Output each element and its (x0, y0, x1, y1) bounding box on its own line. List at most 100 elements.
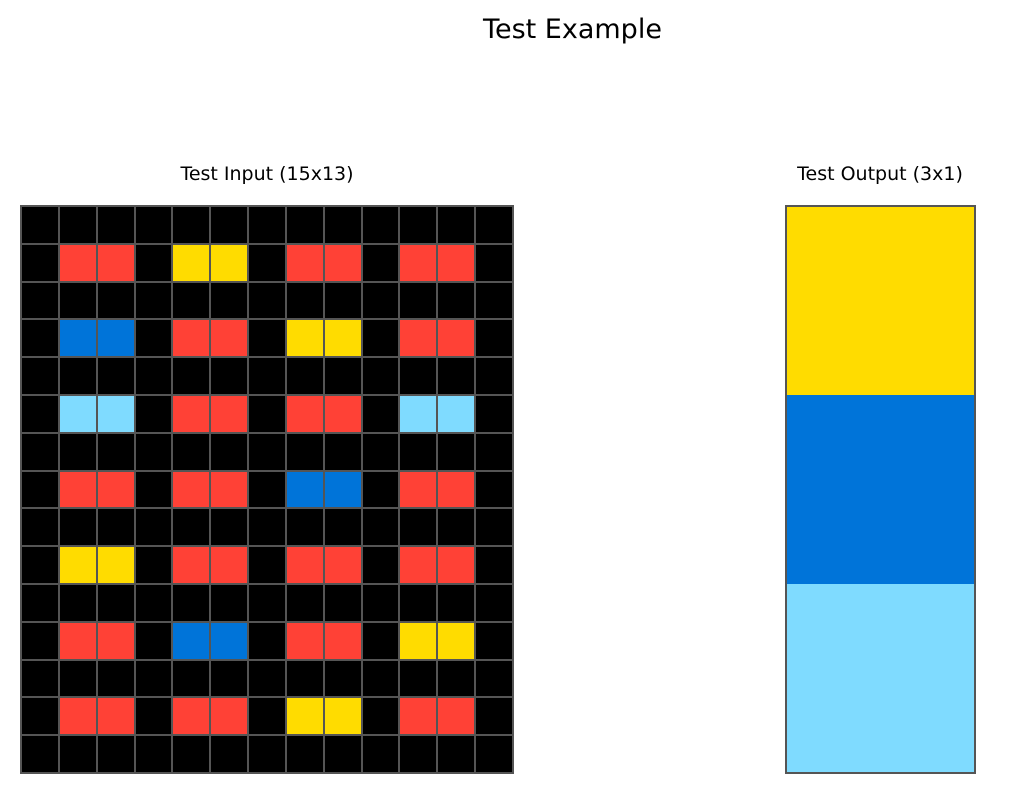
input-grid-cell (22, 660, 58, 697)
input-grid-cell (135, 509, 172, 546)
input-grid-cell (97, 584, 134, 621)
input-grid-cell (400, 320, 437, 357)
input-grid-cell (400, 509, 437, 546)
input-grid-cell (438, 698, 475, 735)
input-grid-cell (135, 395, 172, 432)
input-grid-cell (286, 584, 323, 621)
input-grid-cell (135, 736, 172, 772)
input-grid-cell (97, 698, 134, 735)
input-grid-cell (97, 395, 134, 432)
input-grid-cell (438, 244, 475, 281)
input-grid-cell (249, 736, 285, 772)
input-grid (20, 205, 514, 774)
input-grid-cell (438, 433, 475, 470)
input-grid-cell (249, 433, 285, 470)
input-grid-cell (22, 244, 58, 281)
input-grid-cell (286, 433, 323, 470)
input-grid-cell (135, 584, 172, 621)
input-grid-cell (97, 471, 134, 508)
input-grid-cell (211, 207, 248, 243)
input-grid-cell (476, 660, 512, 697)
input-grid-cell (324, 736, 361, 772)
input-grid-cell (476, 547, 512, 583)
input-grid-cell (211, 358, 248, 394)
input-grid-cell (476, 584, 512, 621)
input-grid-title: Test Input (15x13) (180, 163, 354, 185)
input-grid-cell (135, 547, 172, 583)
input-grid-cell (211, 433, 248, 470)
input-grid-cell (400, 395, 437, 432)
input-grid-cell (97, 207, 134, 243)
input-grid-cell (324, 584, 361, 621)
input-grid-cell (22, 433, 58, 470)
input-grid-cell (22, 698, 58, 735)
input-grid-cell (59, 358, 96, 394)
input-grid-cell (97, 358, 134, 394)
input-grid-cell (59, 622, 96, 659)
input-grid-cell (400, 207, 437, 243)
input-grid-cell (476, 622, 512, 659)
input-grid-cell (286, 736, 323, 772)
input-grid-cell (173, 660, 210, 697)
input-grid-cell (438, 584, 475, 621)
input-grid-cell (324, 433, 361, 470)
input-grid-cell (362, 358, 399, 394)
input-grid-cell (211, 509, 248, 546)
input-grid-cell (173, 207, 210, 243)
input-grid-cell (286, 698, 323, 735)
input-grid-cell (97, 547, 134, 583)
input-grid-cell (438, 320, 475, 357)
input-grid-cell (211, 471, 248, 508)
input-grid-cell (286, 207, 323, 243)
input-grid-cell (476, 358, 512, 394)
input-grid-cell (286, 547, 323, 583)
input-grid-cell (324, 395, 361, 432)
input-grid-cell (286, 358, 323, 394)
input-grid-cell (22, 622, 58, 659)
input-grid-cell (249, 320, 285, 357)
input-grid-cell (476, 395, 512, 432)
input-grid-cell (135, 244, 172, 281)
input-grid-cell (438, 282, 475, 319)
input-grid-cell (173, 358, 210, 394)
input-grid-cell (173, 509, 210, 546)
output-grid-cell (787, 583, 974, 772)
input-grid-cell (97, 660, 134, 697)
input-grid-cell (438, 622, 475, 659)
input-grid-cell (476, 509, 512, 546)
input-grid-cell (400, 736, 437, 772)
input-grid-cell (211, 547, 248, 583)
input-grid-cell (249, 622, 285, 659)
input-grid-cell (476, 244, 512, 281)
input-grid-cell (400, 433, 437, 470)
input-grid-cell (438, 509, 475, 546)
input-grid-cell (324, 320, 361, 357)
input-grid-cell (476, 433, 512, 470)
input-grid-cell (135, 320, 172, 357)
input-grid-cell (211, 736, 248, 772)
input-grid-cell (59, 320, 96, 357)
input-grid-cell (211, 244, 248, 281)
input-grid-cell (173, 622, 210, 659)
input-grid-cell (400, 622, 437, 659)
input-grid-cell (476, 471, 512, 508)
input-grid-cell (438, 547, 475, 583)
input-grid-cell (135, 358, 172, 394)
output-grid-cell (787, 395, 974, 584)
input-grid-cell (22, 471, 58, 508)
input-grid-cell (362, 698, 399, 735)
input-grid-cell (97, 320, 134, 357)
input-grid-cell (211, 660, 248, 697)
input-grid-cell (211, 282, 248, 319)
input-grid-cell (249, 244, 285, 281)
input-grid-cell (59, 736, 96, 772)
input-grid-cell (324, 282, 361, 319)
input-grid-cell (22, 395, 58, 432)
input-grid-cell (286, 660, 323, 697)
input-grid-cell (59, 433, 96, 470)
input-grid-cell (135, 622, 172, 659)
input-grid-cell (59, 509, 96, 546)
input-grid-cell (173, 395, 210, 432)
input-grid-cell (59, 660, 96, 697)
input-grid-cell (362, 660, 399, 697)
